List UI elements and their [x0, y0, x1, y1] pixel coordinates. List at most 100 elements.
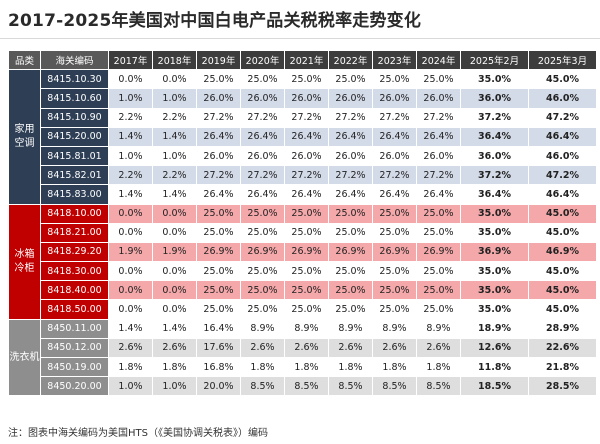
tariff-rate-cell: 35.0% — [460, 203, 529, 224]
hts-code-cell: 8418.30.00 — [40, 261, 109, 282]
hts-code-cell: 8450.19.00 — [40, 356, 109, 378]
tariff-rate-cell: 0.0% — [108, 203, 153, 224]
table-row: 8418.30.00 0.0% 0.0% 25.0% 25.0% 25.0% 25.0% 25… — [9, 261, 597, 282]
table-row: 8418.50.00 0.0% 0.0% 25.0% 25.0% 25.0% 25.0% 25… — [9, 299, 597, 320]
column-header: 2020年 — [240, 49, 285, 71]
tariff-rate-cell: 2.6% — [416, 337, 461, 359]
title-divider — [0, 38, 600, 39]
table-row: 洗衣机 8450.11.00 1.4% 1.4% 16.4% 8.9% 8.9% 8.9% 8.… — [8, 318, 597, 397]
tariff-rate-cell: 26.0% — [328, 145, 373, 167]
column-header: 2024年 — [416, 49, 461, 71]
tariff-rate-cell: 25.0% — [372, 222, 417, 243]
tariff-rate-cell: 26.4% — [240, 126, 285, 147]
table-row: 8415.81.01 1.0% 1.0% 26.0% 26.0% 26.0% 26.0% 26… — [9, 145, 597, 167]
tariff-rate-cell: 26.0% — [416, 145, 461, 167]
tariff-rate-cell: 27.2% — [416, 165, 461, 186]
tariff-rate-cell: 8.5% — [240, 376, 285, 397]
tariff-rate-cell: 26.0% — [372, 145, 417, 167]
tariff-rate-cell: 26.0% — [284, 145, 329, 167]
column-header: 2019年 — [196, 49, 241, 71]
tariff-rate-cell: 27.2% — [240, 107, 285, 128]
tariff-rate-cell: 26.9% — [328, 241, 373, 263]
table-row: 8418.29.20 1.9% 1.9% 26.9% 26.9% 26.9% 26.9% 26… — [9, 241, 597, 263]
hts-code-cell: 8418.29.20 — [40, 241, 109, 263]
tariff-rate-cell: 26.0% — [196, 88, 241, 109]
tariff-rate-cell: 27.2% — [196, 165, 241, 186]
hts-code-cell: 8415.10.30 — [40, 69, 109, 90]
tariff-rate-cell: 26.0% — [284, 88, 329, 109]
tariff-rate-cell: 25.0% — [416, 203, 461, 224]
column-header: 2025年3月 — [528, 49, 597, 71]
tariff-rate-cell: 1.0% — [108, 88, 153, 109]
tariff-rate-cell: 1.8% — [152, 356, 197, 378]
tariff-rate-cell: 26.4% — [196, 184, 241, 205]
table-row: 8450.12.00 2.6% 2.6% 17.6% 2.6% 2.6% 2.6% 2.6% 2… — [9, 337, 597, 359]
table-row: 8418.21.00 0.0% 0.0% 25.0% 25.0% 25.0% 25.0% 25… — [9, 222, 597, 243]
tariff-rate-cell: 1.9% — [108, 241, 153, 263]
table-row: 8450.19.00 1.8% 1.8% 16.8% 1.8% 1.8% 1.8% 1.8% 1… — [9, 356, 597, 378]
tariff-rate-cell: 26.0% — [328, 88, 373, 109]
tariff-rate-cell: 45.0% — [528, 69, 597, 90]
column-header: 2022年 — [328, 49, 373, 71]
tariff-rate-cell: 45.0% — [528, 299, 597, 320]
tariff-rate-cell: 25.0% — [196, 203, 241, 224]
tariff-rate-cell: 25.0% — [328, 222, 373, 243]
tariff-rate-cell: 35.0% — [460, 261, 529, 282]
tariff-rate-cell: 25.0% — [240, 69, 285, 90]
tariff-rate-cell: 18.5% — [460, 376, 529, 397]
tariff-rate-cell: 26.0% — [240, 145, 285, 167]
tariff-rate-cell: 25.0% — [372, 299, 417, 320]
hts-code-cell: 8415.82.01 — [40, 165, 109, 186]
tariff-rate-cell: 1.4% — [108, 126, 153, 147]
tariff-rate-cell: 25.0% — [240, 222, 285, 243]
tariff-rate-cell: 22.6% — [528, 337, 597, 359]
tariff-rate-cell: 25.0% — [372, 69, 417, 90]
tariff-rate-cell: 25.0% — [196, 222, 241, 243]
tariff-rate-cell: 45.0% — [528, 280, 597, 301]
hts-code-cell: 8415.10.90 — [40, 107, 109, 128]
tariff-rate-cell: 0.0% — [108, 222, 153, 243]
tariff-rate-cell: 2.6% — [152, 337, 197, 359]
column-header: 2018年 — [152, 49, 197, 71]
tariff-rate-cell: 25.0% — [328, 261, 373, 282]
column-header: 2023年 — [372, 49, 417, 71]
tariff-rate-cell: 12.6% — [460, 337, 529, 359]
tariff-rate-cell: 11.8% — [460, 356, 529, 378]
tariff-rate-cell: 1.8% — [240, 356, 285, 378]
hts-code-cell: 8415.20.00 — [40, 126, 109, 147]
tariff-rate-cell: 16.8% — [196, 356, 241, 378]
tariff-rate-cell: 26.0% — [416, 88, 461, 109]
tariff-rate-cell: 26.4% — [328, 184, 373, 205]
tariff-rate-cell: 25.0% — [284, 280, 329, 301]
category-cell: 洗衣机 — [8, 318, 41, 397]
tariff-rate-cell: 36.9% — [460, 241, 529, 263]
tariff-rate-cell: 46.9% — [528, 241, 597, 263]
tariff-rate-cell: 25.0% — [372, 261, 417, 282]
tariff-rate-cell: 21.8% — [528, 356, 597, 378]
column-header: 海关编码 — [40, 49, 109, 71]
tariff-rate-cell: 2.6% — [284, 337, 329, 359]
tariff-rate-cell: 26.4% — [372, 184, 417, 205]
tariff-rate-cell: 28.5% — [528, 376, 597, 397]
tariff-rate-cell: 26.9% — [240, 241, 285, 263]
tariff-rate-cell: 25.0% — [372, 280, 417, 301]
tariff-rate-cell: 26.4% — [372, 126, 417, 147]
tariff-rate-cell: 1.4% — [152, 126, 197, 147]
category-cell: 冰箱 冷柜 — [8, 203, 41, 320]
tariff-rate-cell: 2.6% — [372, 337, 417, 359]
tariff-rate-cell: 1.4% — [152, 318, 197, 339]
tariff-rate-cell: 35.0% — [460, 280, 529, 301]
tariff-rate-cell: 27.2% — [196, 107, 241, 128]
tariff-rate-cell: 26.4% — [416, 126, 461, 147]
tariff-rate-cell: 2.2% — [152, 107, 197, 128]
tariff-rate-cell: 8.9% — [416, 318, 461, 339]
tariff-rate-cell: 25.0% — [196, 299, 241, 320]
tariff-rate-cell: 8.5% — [372, 376, 417, 397]
tariff-rate-cell: 2.6% — [108, 337, 153, 359]
tariff-rate-cell: 26.4% — [240, 184, 285, 205]
tariff-rate-cell: 36.0% — [460, 88, 529, 109]
tariff-rate-cell: 27.2% — [416, 107, 461, 128]
hts-code-cell: 8450.12.00 — [40, 337, 109, 359]
tariff-rate-cell: 0.0% — [152, 261, 197, 282]
tariff-rate-cell: 27.2% — [284, 165, 329, 186]
